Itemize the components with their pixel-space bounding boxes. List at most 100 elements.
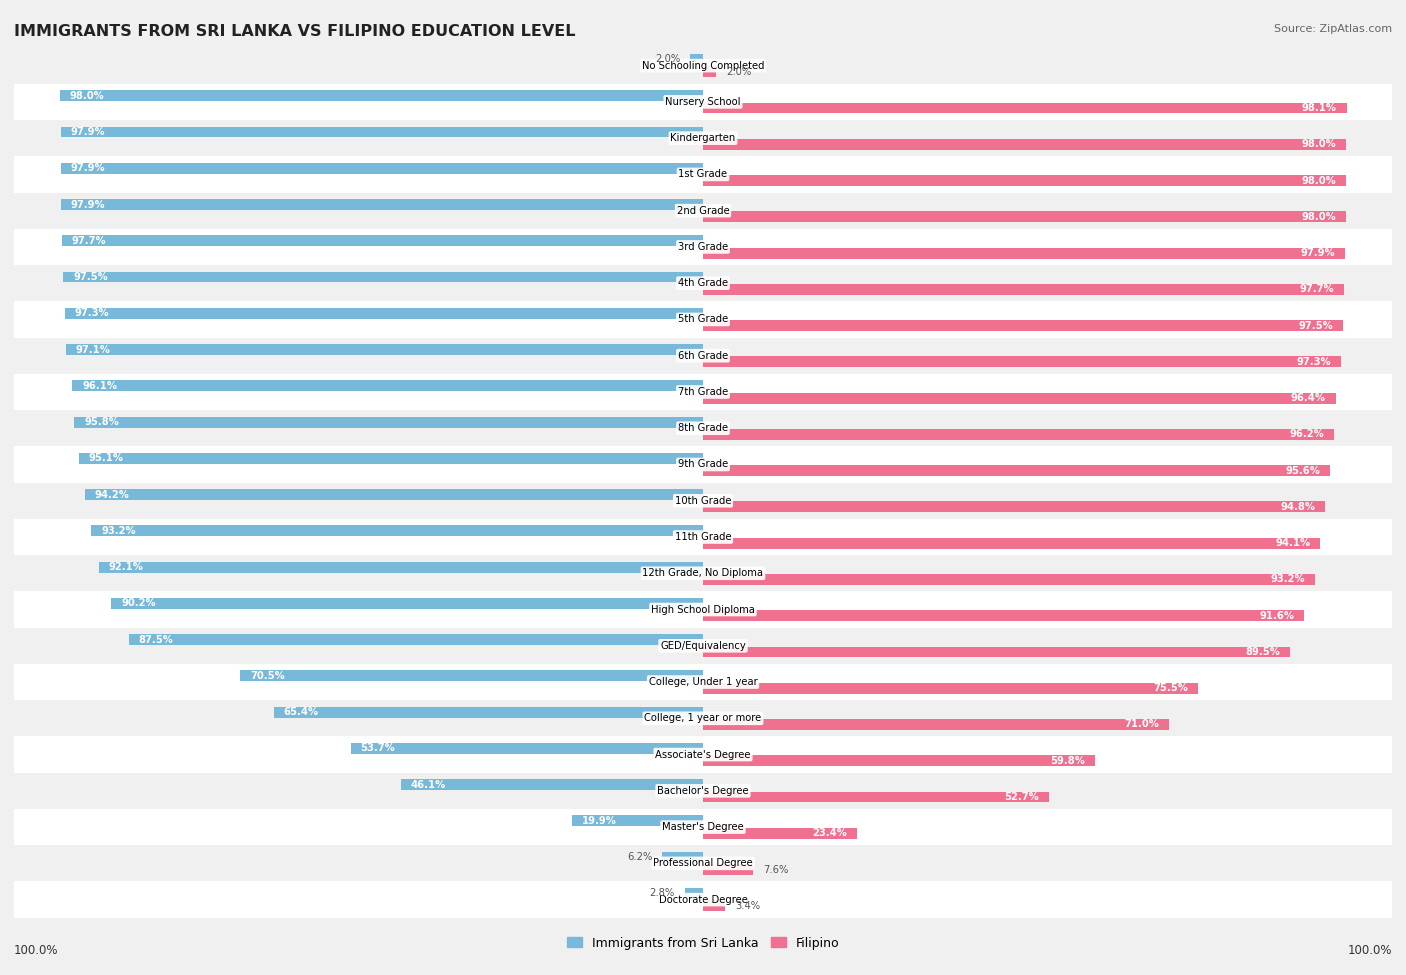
Bar (690, 54, 703, 65)
Text: 97.7%: 97.7% (72, 236, 107, 246)
Text: IMMIGRANTS FROM SRI LANKA VS FILIPINO EDUCATION LEVEL: IMMIGRANTS FROM SRI LANKA VS FILIPINO ED… (14, 24, 575, 39)
Text: 19.9%: 19.9% (582, 816, 617, 826)
Text: 11th Grade: 11th Grade (675, 532, 731, 542)
Text: 93.2%: 93.2% (1270, 574, 1305, 584)
Text: 97.1%: 97.1% (76, 344, 111, 355)
Text: 91.6%: 91.6% (1260, 610, 1294, 621)
Text: 89.5%: 89.5% (1246, 647, 1281, 657)
Bar (14, 265, 1392, 301)
Text: 95.1%: 95.1% (89, 453, 124, 463)
Text: 94.1%: 94.1% (1275, 538, 1310, 548)
Bar (703, 574, 1315, 585)
Bar (14, 700, 1392, 736)
Text: 97.3%: 97.3% (75, 308, 110, 318)
Text: 95.6%: 95.6% (1285, 466, 1320, 476)
Text: Bachelor's Degree: Bachelor's Degree (657, 786, 749, 796)
Bar (14, 447, 1392, 483)
Bar (14, 229, 1392, 265)
Bar (98, 562, 703, 572)
Bar (703, 792, 1049, 802)
Text: 10th Grade: 10th Grade (675, 495, 731, 506)
Bar (75, 416, 703, 427)
Bar (60, 199, 703, 210)
Legend: Immigrants from Sri Lanka, Filipino: Immigrants from Sri Lanka, Filipino (561, 931, 845, 955)
Text: 92.1%: 92.1% (108, 563, 143, 572)
Bar (685, 888, 703, 899)
Bar (60, 127, 703, 137)
Text: 87.5%: 87.5% (139, 635, 173, 644)
Text: 3.4%: 3.4% (735, 901, 761, 911)
Bar (79, 453, 703, 464)
Text: 3rd Grade: 3rd Grade (678, 242, 728, 252)
Text: 2nd Grade: 2nd Grade (676, 206, 730, 215)
Text: 2.8%: 2.8% (650, 888, 675, 898)
Bar (703, 320, 1343, 332)
Text: 52.7%: 52.7% (1004, 792, 1039, 802)
Bar (60, 91, 703, 101)
Bar (572, 815, 703, 827)
Text: Associate's Degree: Associate's Degree (655, 750, 751, 760)
Bar (703, 102, 1347, 113)
Bar (14, 410, 1392, 447)
Text: 96.4%: 96.4% (1291, 393, 1326, 403)
Bar (662, 852, 703, 863)
Bar (703, 212, 1346, 222)
Text: 1st Grade: 1st Grade (679, 170, 727, 179)
Text: 97.7%: 97.7% (1299, 285, 1334, 294)
Bar (65, 308, 703, 319)
Text: 97.9%: 97.9% (70, 200, 105, 210)
Bar (60, 163, 703, 174)
Text: 4th Grade: 4th Grade (678, 278, 728, 289)
Bar (703, 682, 1198, 693)
Text: 98.0%: 98.0% (1302, 176, 1336, 185)
Bar (14, 628, 1392, 664)
Bar (703, 393, 1336, 404)
Text: Source: ZipAtlas.com: Source: ZipAtlas.com (1274, 24, 1392, 34)
Bar (14, 664, 1392, 700)
Text: High School Diploma: High School Diploma (651, 604, 755, 614)
Bar (129, 634, 703, 645)
Bar (91, 526, 703, 536)
Text: 98.1%: 98.1% (1302, 103, 1337, 113)
Bar (14, 881, 1392, 917)
Bar (703, 900, 725, 912)
Bar (703, 719, 1168, 730)
Text: 98.0%: 98.0% (1302, 212, 1336, 222)
Text: Doctorate Degree: Doctorate Degree (658, 895, 748, 905)
Bar (14, 337, 1392, 373)
Bar (111, 598, 703, 608)
Bar (14, 592, 1392, 628)
Text: 70.5%: 70.5% (250, 671, 285, 681)
Text: Kindergarten: Kindergarten (671, 134, 735, 143)
Bar (703, 176, 1346, 186)
Text: 100.0%: 100.0% (1347, 945, 1392, 957)
Text: 8th Grade: 8th Grade (678, 423, 728, 433)
Text: 96.1%: 96.1% (83, 381, 117, 391)
Text: 5th Grade: 5th Grade (678, 315, 728, 325)
Text: 90.2%: 90.2% (121, 599, 156, 608)
Text: Professional Degree: Professional Degree (654, 858, 752, 869)
Text: 53.7%: 53.7% (360, 743, 395, 754)
Text: College, Under 1 year: College, Under 1 year (648, 677, 758, 687)
Text: 97.9%: 97.9% (1301, 248, 1336, 258)
Bar (703, 66, 716, 77)
Bar (14, 483, 1392, 519)
Bar (703, 248, 1346, 258)
Text: 97.9%: 97.9% (70, 127, 105, 137)
Text: No Schooling Completed: No Schooling Completed (641, 60, 765, 70)
Text: 65.4%: 65.4% (284, 707, 319, 718)
Text: 71.0%: 71.0% (1125, 720, 1159, 729)
Text: 100.0%: 100.0% (14, 945, 59, 957)
Bar (703, 465, 1330, 476)
Text: 93.2%: 93.2% (101, 526, 136, 536)
Bar (703, 646, 1291, 657)
Bar (14, 555, 1392, 592)
Bar (703, 756, 1095, 766)
Text: 97.9%: 97.9% (70, 163, 105, 174)
Text: 94.8%: 94.8% (1281, 502, 1315, 512)
Text: College, 1 year or more: College, 1 year or more (644, 714, 762, 723)
Text: 75.5%: 75.5% (1154, 683, 1188, 693)
Text: GED/Equivalency: GED/Equivalency (661, 641, 745, 650)
Bar (62, 235, 703, 247)
Bar (703, 284, 1344, 294)
